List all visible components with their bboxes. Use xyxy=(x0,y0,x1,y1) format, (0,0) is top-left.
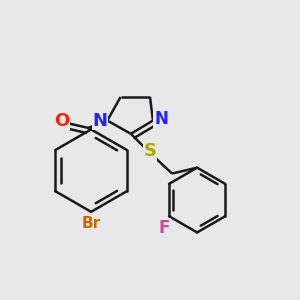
Text: Br: Br xyxy=(82,216,101,231)
Text: F: F xyxy=(159,219,170,237)
Text: N: N xyxy=(154,110,168,128)
Text: N: N xyxy=(92,112,107,130)
Text: O: O xyxy=(54,112,69,130)
Text: S: S xyxy=(143,142,157,160)
